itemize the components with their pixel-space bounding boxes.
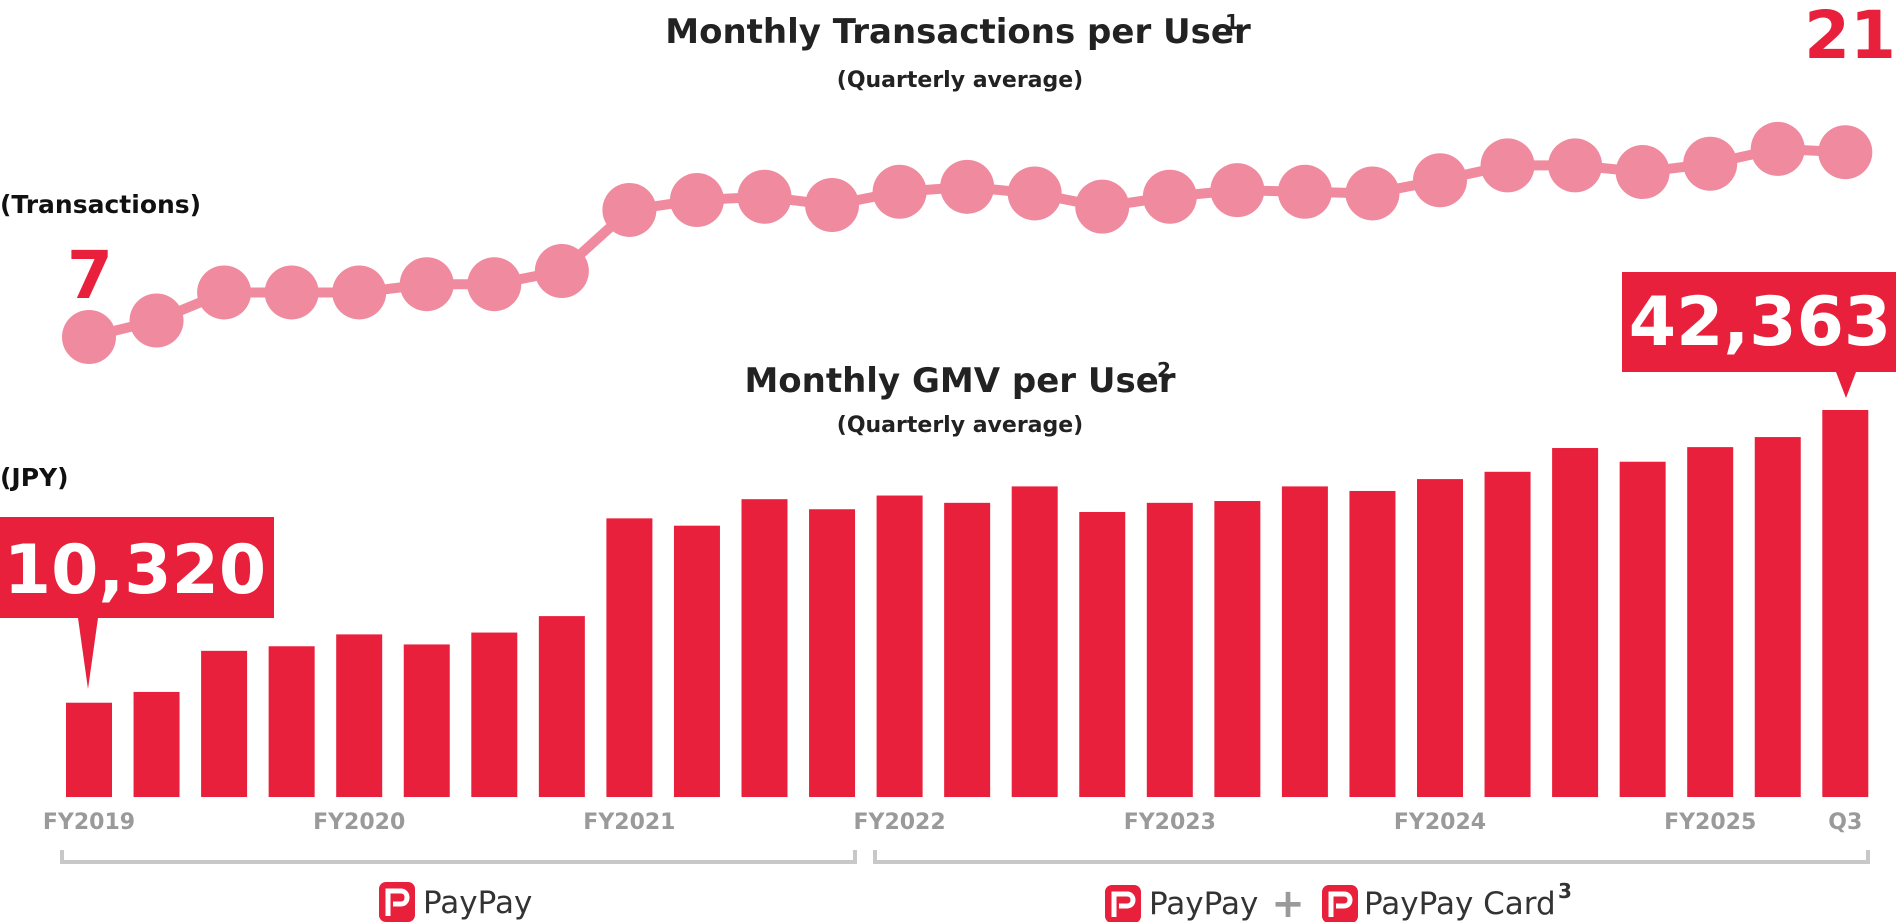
gmv-bars: [66, 410, 1869, 797]
transactions-point-5: [399, 257, 454, 312]
transactions-first-value: 7: [67, 237, 113, 314]
transactions-point-2: [197, 265, 252, 320]
transactions-point-14: [1007, 166, 1062, 221]
paypay-era-bracket: [60, 850, 857, 864]
paypay-card-era-bracket: [873, 850, 1870, 864]
x-tick-label-2: FY2021: [583, 810, 675, 835]
x-tick-label-1: FY2020: [313, 810, 405, 835]
gmv-bar-4: [336, 634, 383, 797]
gmv-bar-8: [606, 518, 653, 797]
transactions-unit-label: (Transactions): [0, 190, 201, 219]
paypay-card-brand-label: PayPay Card: [1364, 886, 1556, 922]
gmv-chart: Monthly GMV per User 2 (Quarterly averag…: [0, 272, 1896, 835]
x-tick-label-6: FY2025: [1664, 810, 1756, 835]
transactions-point-21: [1480, 138, 1535, 193]
transactions-point-8: [602, 182, 657, 237]
gmv-bar-15: [1079, 511, 1126, 797]
paypay-brand-label-2: PayPay: [1149, 886, 1258, 922]
gmv-bar-24: [1687, 447, 1734, 797]
transactions-point-6: [467, 257, 522, 312]
gmv-title: Monthly GMV per User: [744, 361, 1175, 401]
gmv-first-callout-box: [0, 517, 274, 689]
gmv-subtitle: (Quarterly average): [837, 413, 1083, 438]
transactions-point-1: [129, 293, 184, 348]
brand-brackets: [60, 850, 1870, 864]
gmv-bar-1: [133, 691, 180, 797]
paypay-card-footnote: 3: [1558, 879, 1572, 903]
transactions-chart: Monthly Transactions per User 1 (Quarter…: [0, 0, 1896, 364]
gmv-bar-10: [741, 499, 788, 797]
gmv-bar-22: [1552, 448, 1599, 797]
gmv-bar-17: [1214, 501, 1261, 797]
footer-left-brand: PayPay: [379, 882, 532, 922]
transactions-point-7: [534, 244, 589, 298]
transactions-point-18: [1277, 164, 1332, 219]
gmv-bar-19: [1349, 490, 1396, 797]
transactions-point-10: [737, 169, 792, 224]
gmv-bar-5: [403, 644, 450, 797]
transactions-point-24: [1683, 136, 1738, 191]
transactions-title: Monthly Transactions per User: [665, 12, 1251, 52]
gmv-bar-7: [538, 616, 585, 797]
gmv-title-footnote: 2: [1157, 358, 1171, 382]
gmv-bar-14: [1011, 486, 1058, 797]
gmv-bar-16: [1146, 502, 1193, 797]
gmv-bar-12: [876, 495, 923, 797]
gmv-last-callout: 42,363: [1622, 272, 1896, 398]
gmv-bar-2: [201, 650, 248, 797]
transactions-point-20: [1413, 153, 1467, 208]
x-tick-label-4: FY2023: [1124, 810, 1216, 835]
gmv-last-callout-text: 42,363: [1629, 283, 1891, 362]
x-tick-label-3: FY2022: [853, 810, 945, 835]
transactions-point-19: [1345, 166, 1400, 221]
x-tick-label-5: FY2024: [1394, 810, 1486, 835]
transactions-point-15: [1075, 179, 1130, 234]
transactions-last-value: 21: [1804, 0, 1896, 74]
transactions-point-13: [940, 159, 995, 214]
transactions-point-3: [264, 265, 319, 320]
transactions-point-23: [1615, 145, 1670, 199]
footer-right-brand: PayPay + PayPay Card 3: [1105, 879, 1572, 922]
transactions-title-footnote: 1: [1225, 10, 1239, 34]
x-tick-label-7: Q3: [1828, 810, 1862, 835]
paypay-logo-icon-2: [1105, 885, 1141, 922]
transactions-point-11: [805, 178, 860, 232]
gmv-bar-20: [1417, 479, 1463, 797]
paypay-brand-label: PayPay: [423, 885, 532, 921]
paypay-card-logo-icon: [1322, 885, 1358, 922]
gmv-unit-label: (JPY): [0, 463, 69, 492]
transactions-point-4: [332, 265, 387, 320]
transactions-points: [62, 121, 1873, 364]
gmv-bar-26: [1822, 410, 1869, 797]
gmv-bar-25: [1754, 437, 1801, 797]
x-axis-ticks: FY2019 FY2020 FY2021 FY2022 FY2023 FY2024 FY20…: [43, 810, 1862, 835]
transactions-subtitle: (Quarterly average): [837, 68, 1083, 93]
gmv-bar-23: [1619, 461, 1666, 797]
transactions-point-22: [1548, 138, 1603, 193]
transactions-point-9: [669, 173, 724, 228]
gmv-first-callout-text: 10,320: [4, 531, 266, 610]
transactions-point-12: [872, 164, 927, 219]
transactions-point-26: [1818, 125, 1873, 180]
transactions-point-16: [1142, 169, 1197, 224]
gmv-bar-6: [471, 632, 518, 797]
gmv-bar-3: [268, 646, 315, 797]
gmv-first-callout: 10,320: [0, 517, 274, 689]
gmv-bar-13: [944, 502, 991, 797]
gmv-bar-18: [1281, 486, 1328, 797]
gmv-bar-0: [66, 702, 112, 797]
paypay-logo-icon: [379, 882, 415, 922]
x-tick-label-0: FY2019: [43, 810, 135, 835]
transactions-point-0: [62, 310, 116, 364]
plus-sign: +: [1271, 881, 1305, 922]
transactions-point-25: [1750, 121, 1805, 176]
gmv-bar-9: [673, 525, 720, 797]
transactions-point-17: [1210, 163, 1265, 218]
gmv-last-callout-box: [1622, 272, 1896, 398]
gmv-bar-11: [809, 509, 856, 797]
gmv-bar-21: [1484, 471, 1531, 797]
